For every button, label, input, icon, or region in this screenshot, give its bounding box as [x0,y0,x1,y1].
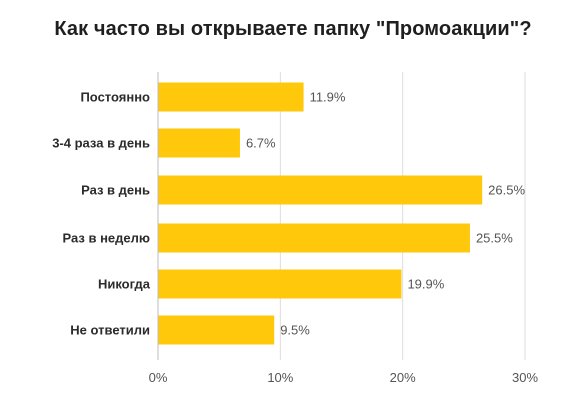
category-label: Не ответили [70,323,150,338]
bar [158,175,483,205]
x-tick-label: 0% [149,370,168,385]
category-label: Раз в неделю [63,231,151,246]
value-label: 25.5% [476,231,513,246]
category-label: Раз в день [81,183,150,198]
bar [158,269,402,299]
category-label: Никогда [98,277,151,292]
x-tick-label: 20% [390,370,416,385]
value-label: 11.9% [310,90,346,105]
value-label: 9.5% [280,323,310,338]
x-tick-label: 30% [512,370,538,385]
chart-title: Как часто вы открываете папку "Промоакци… [54,18,532,40]
bar [158,315,275,345]
bar [158,223,470,253]
category-label: Постоянно [80,90,150,105]
bar [158,128,240,158]
value-label: 19.9% [407,277,444,292]
value-label: 6.7% [246,136,276,151]
x-tick-label: 10% [267,370,293,385]
category-label: 3-4 раза в день [52,136,150,151]
bar [158,82,304,112]
value-label: 26.5% [488,183,525,198]
